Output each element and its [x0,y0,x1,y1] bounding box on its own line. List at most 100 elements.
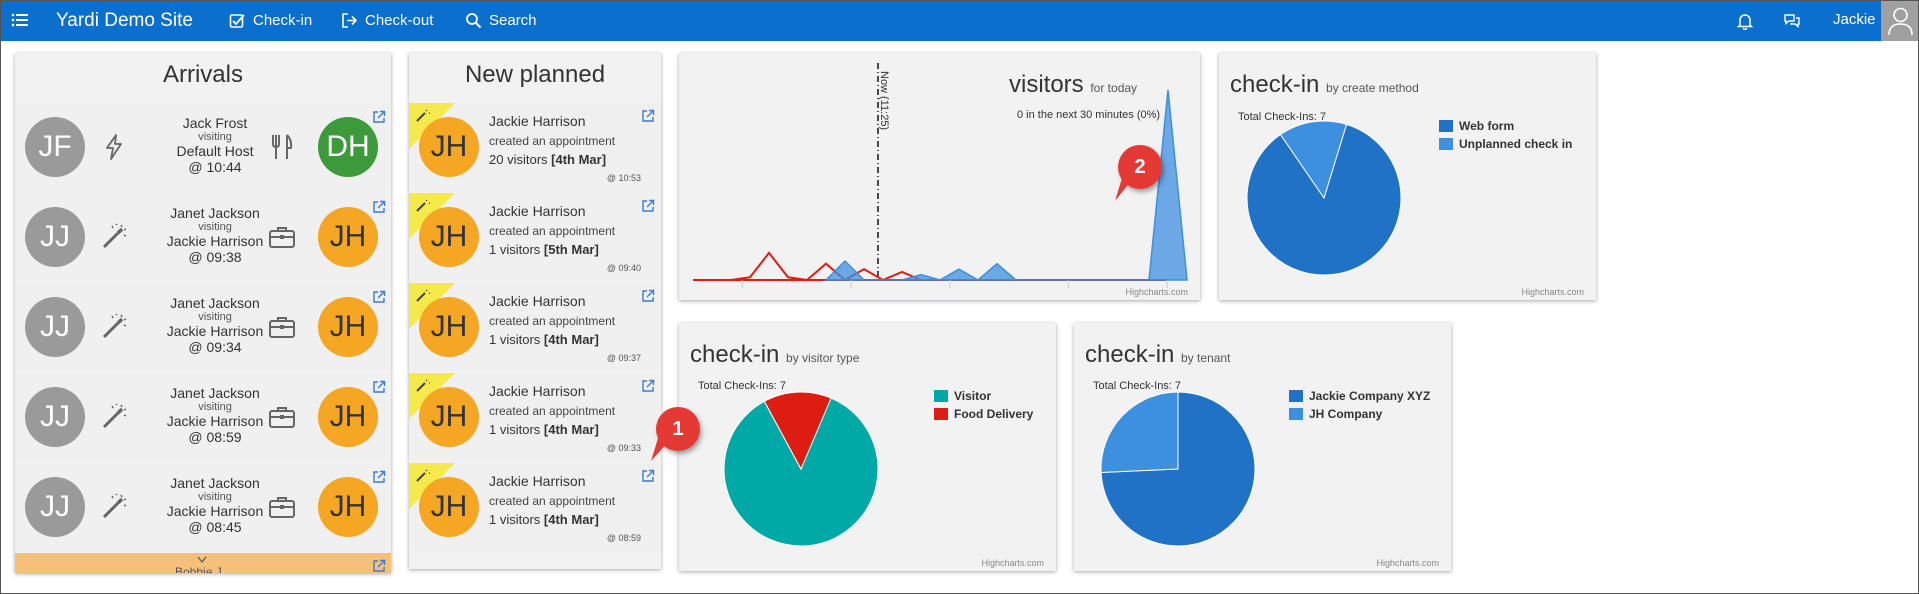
host-avatar: JH [318,387,378,447]
planned-count-line: 1 visitors [5th Mar] [489,242,615,257]
external-link-icon[interactable] [372,290,386,304]
tenant-pie [1100,391,1256,547]
arrival-row[interactable]: JJ Janet Jackson visiting Jackie Harrison @ … [15,283,391,371]
planned-row[interactable]: JH Jackie Harrison created an appointment 1… [409,373,661,461]
magic-wand-icon [102,223,127,249]
magic-wand-icon [416,199,430,212]
creator-name: Jackie Harrison [489,203,586,219]
user-avatar[interactable] [1881,1,1918,41]
visiting-label: visiting [198,491,232,503]
site-brand[interactable]: Yardi Demo Site [56,10,193,31]
chart-credit[interactable]: Highcharts.com [1376,558,1439,568]
user-name[interactable]: Jackie [1833,11,1876,28]
chart-credit[interactable]: Highcharts.com [1125,287,1188,297]
nav-search-label: Search [489,12,537,29]
magic-wand-icon [102,403,127,429]
pie-slice-visitor[interactable] [723,397,879,547]
pie-slice-unplanned-check-in[interactable] [1279,120,1348,200]
chat-icon[interactable] [1783,12,1801,30]
fork-knife-icon [272,134,293,159]
visitor-type-total: Total Check-Ins: 7 [698,380,787,392]
legend-item[interactable]: Food Delivery [934,405,1033,423]
tenant-total: Total Check-Ins: 7 [1093,380,1182,392]
arrival-row[interactable]: JJ Janet Jackson visiting Jackie Harrison @ … [15,193,391,281]
external-link-icon[interactable] [372,200,386,214]
nav-checkout[interactable]: Check-out [341,12,433,29]
visitors-area-chart: Now (11:25) [693,63,1188,288]
planned-action: created an appointment [489,494,616,508]
planned-row[interactable]: JH Jackie Harrison created an appointment 1… [409,283,661,371]
tenant-legend: Jackie Company XYZ JH Company [1289,387,1430,423]
creator-name: Jackie Harrison [489,383,586,399]
arrival-info: Janet Jackson visiting Jackie Harrison @ 09… [160,296,270,354]
pie-slice-food-delivery[interactable] [763,391,832,471]
magic-wand-icon [102,493,127,519]
planned-action: created an appointment [489,404,616,418]
planned-count-line: 1 visitors [4th Mar] [489,422,615,437]
nav-checkout-label: Check-out [365,12,434,29]
visitors-chart-title: visitors for today [1009,71,1137,99]
legend-item[interactable]: JH Company [1289,405,1430,423]
planned-info: Jackie Harrison created an appointment 1 v… [489,283,615,347]
planned-action: created an appointment [489,314,616,328]
magic-wand-icon [416,469,430,482]
planned-time: @ 09:37 [606,353,641,363]
create-method-total: Total Check-Ins: 7 [1238,111,1327,123]
visiting-label: visiting [198,131,232,143]
visitor-count: 1 visitors [489,512,541,527]
legend-item[interactable]: Jackie Company XYZ [1289,387,1430,405]
creator-avatar: JH [419,297,479,357]
external-link-icon[interactable] [641,199,655,213]
external-link-icon[interactable] [641,469,655,483]
bell-icon[interactable] [1736,12,1754,30]
chart-credit[interactable]: Highcharts.com [981,558,1044,568]
chart-credit[interactable]: Highcharts.com [1521,287,1584,297]
arrivals-title: Arrivals [162,61,243,88]
legend-swatch [1289,390,1303,402]
external-link-icon[interactable] [372,470,386,484]
external-link-icon[interactable] [372,559,386,573]
legend-item[interactable]: Visitor [934,387,1033,405]
pie-slice-jh-company[interactable] [1100,391,1179,474]
external-link-icon[interactable] [641,109,655,123]
arrival-row-partial[interactable]: Bobbie J [15,553,391,573]
tenant-title-text: check-in [1085,341,1175,368]
briefcase-icon [269,407,295,428]
briefcase-icon [269,497,295,518]
visitor-avatar: JF [25,117,85,177]
hamburger-menu-icon[interactable] [11,11,29,29]
arrival-row[interactable]: JJ Janet Jackson visiting Jackie Harrison @ … [15,373,391,461]
top-navbar: Yardi Demo Site Check-in Check-out Searc… [1,1,1918,41]
visitor-type-title: check-in by visitor type [690,341,859,369]
arrival-row[interactable]: JJ Janet Jackson visiting Jackie Harrison @ … [15,463,391,551]
checkbox-icon [229,14,245,28]
planned-date: [4th Mar] [543,422,599,437]
external-link-icon[interactable] [372,110,386,124]
external-link-icon[interactable] [641,289,655,303]
host-name: Jackie Harrison [166,413,264,429]
legend-label: Web form [1459,119,1515,133]
planned-action: created an appointment [489,134,616,148]
creator-name: Jackie Harrison [489,113,586,129]
visitor-name: Jack Frost [182,115,248,131]
nav-checkin[interactable]: Check-in [229,12,312,29]
bolt-icon [106,134,122,160]
host-avatar: DH [318,117,378,177]
visitor-avatar: JJ [25,207,85,267]
legend-item[interactable]: Web form [1439,117,1572,135]
tenant-subtitle: by tenant [1181,351,1231,365]
external-link-icon[interactable] [641,379,655,393]
caret-down-icon [197,556,207,563]
planned-row[interactable]: JH Jackie Harrison created an appointment 1… [409,193,661,281]
legend-label: Jackie Company XYZ [1309,389,1431,403]
legend-label: Unplanned check in [1459,137,1573,151]
arrival-row[interactable]: JF Jack Frost visiting Default Host @ 10:44 D… [15,103,391,191]
nav-search[interactable]: Search [465,12,537,29]
pie-slice-web-form[interactable] [1246,123,1402,276]
visitor-avatar: JJ [25,297,85,357]
planned-time: @ 09:33 [606,443,641,453]
external-link-icon[interactable] [372,380,386,394]
legend-item[interactable]: Unplanned check in [1439,135,1572,153]
planned-row[interactable]: JH Jackie Harrison created an appointment 2… [409,103,661,191]
planned-row[interactable]: JH Jackie Harrison created an appointment 1… [409,463,661,551]
